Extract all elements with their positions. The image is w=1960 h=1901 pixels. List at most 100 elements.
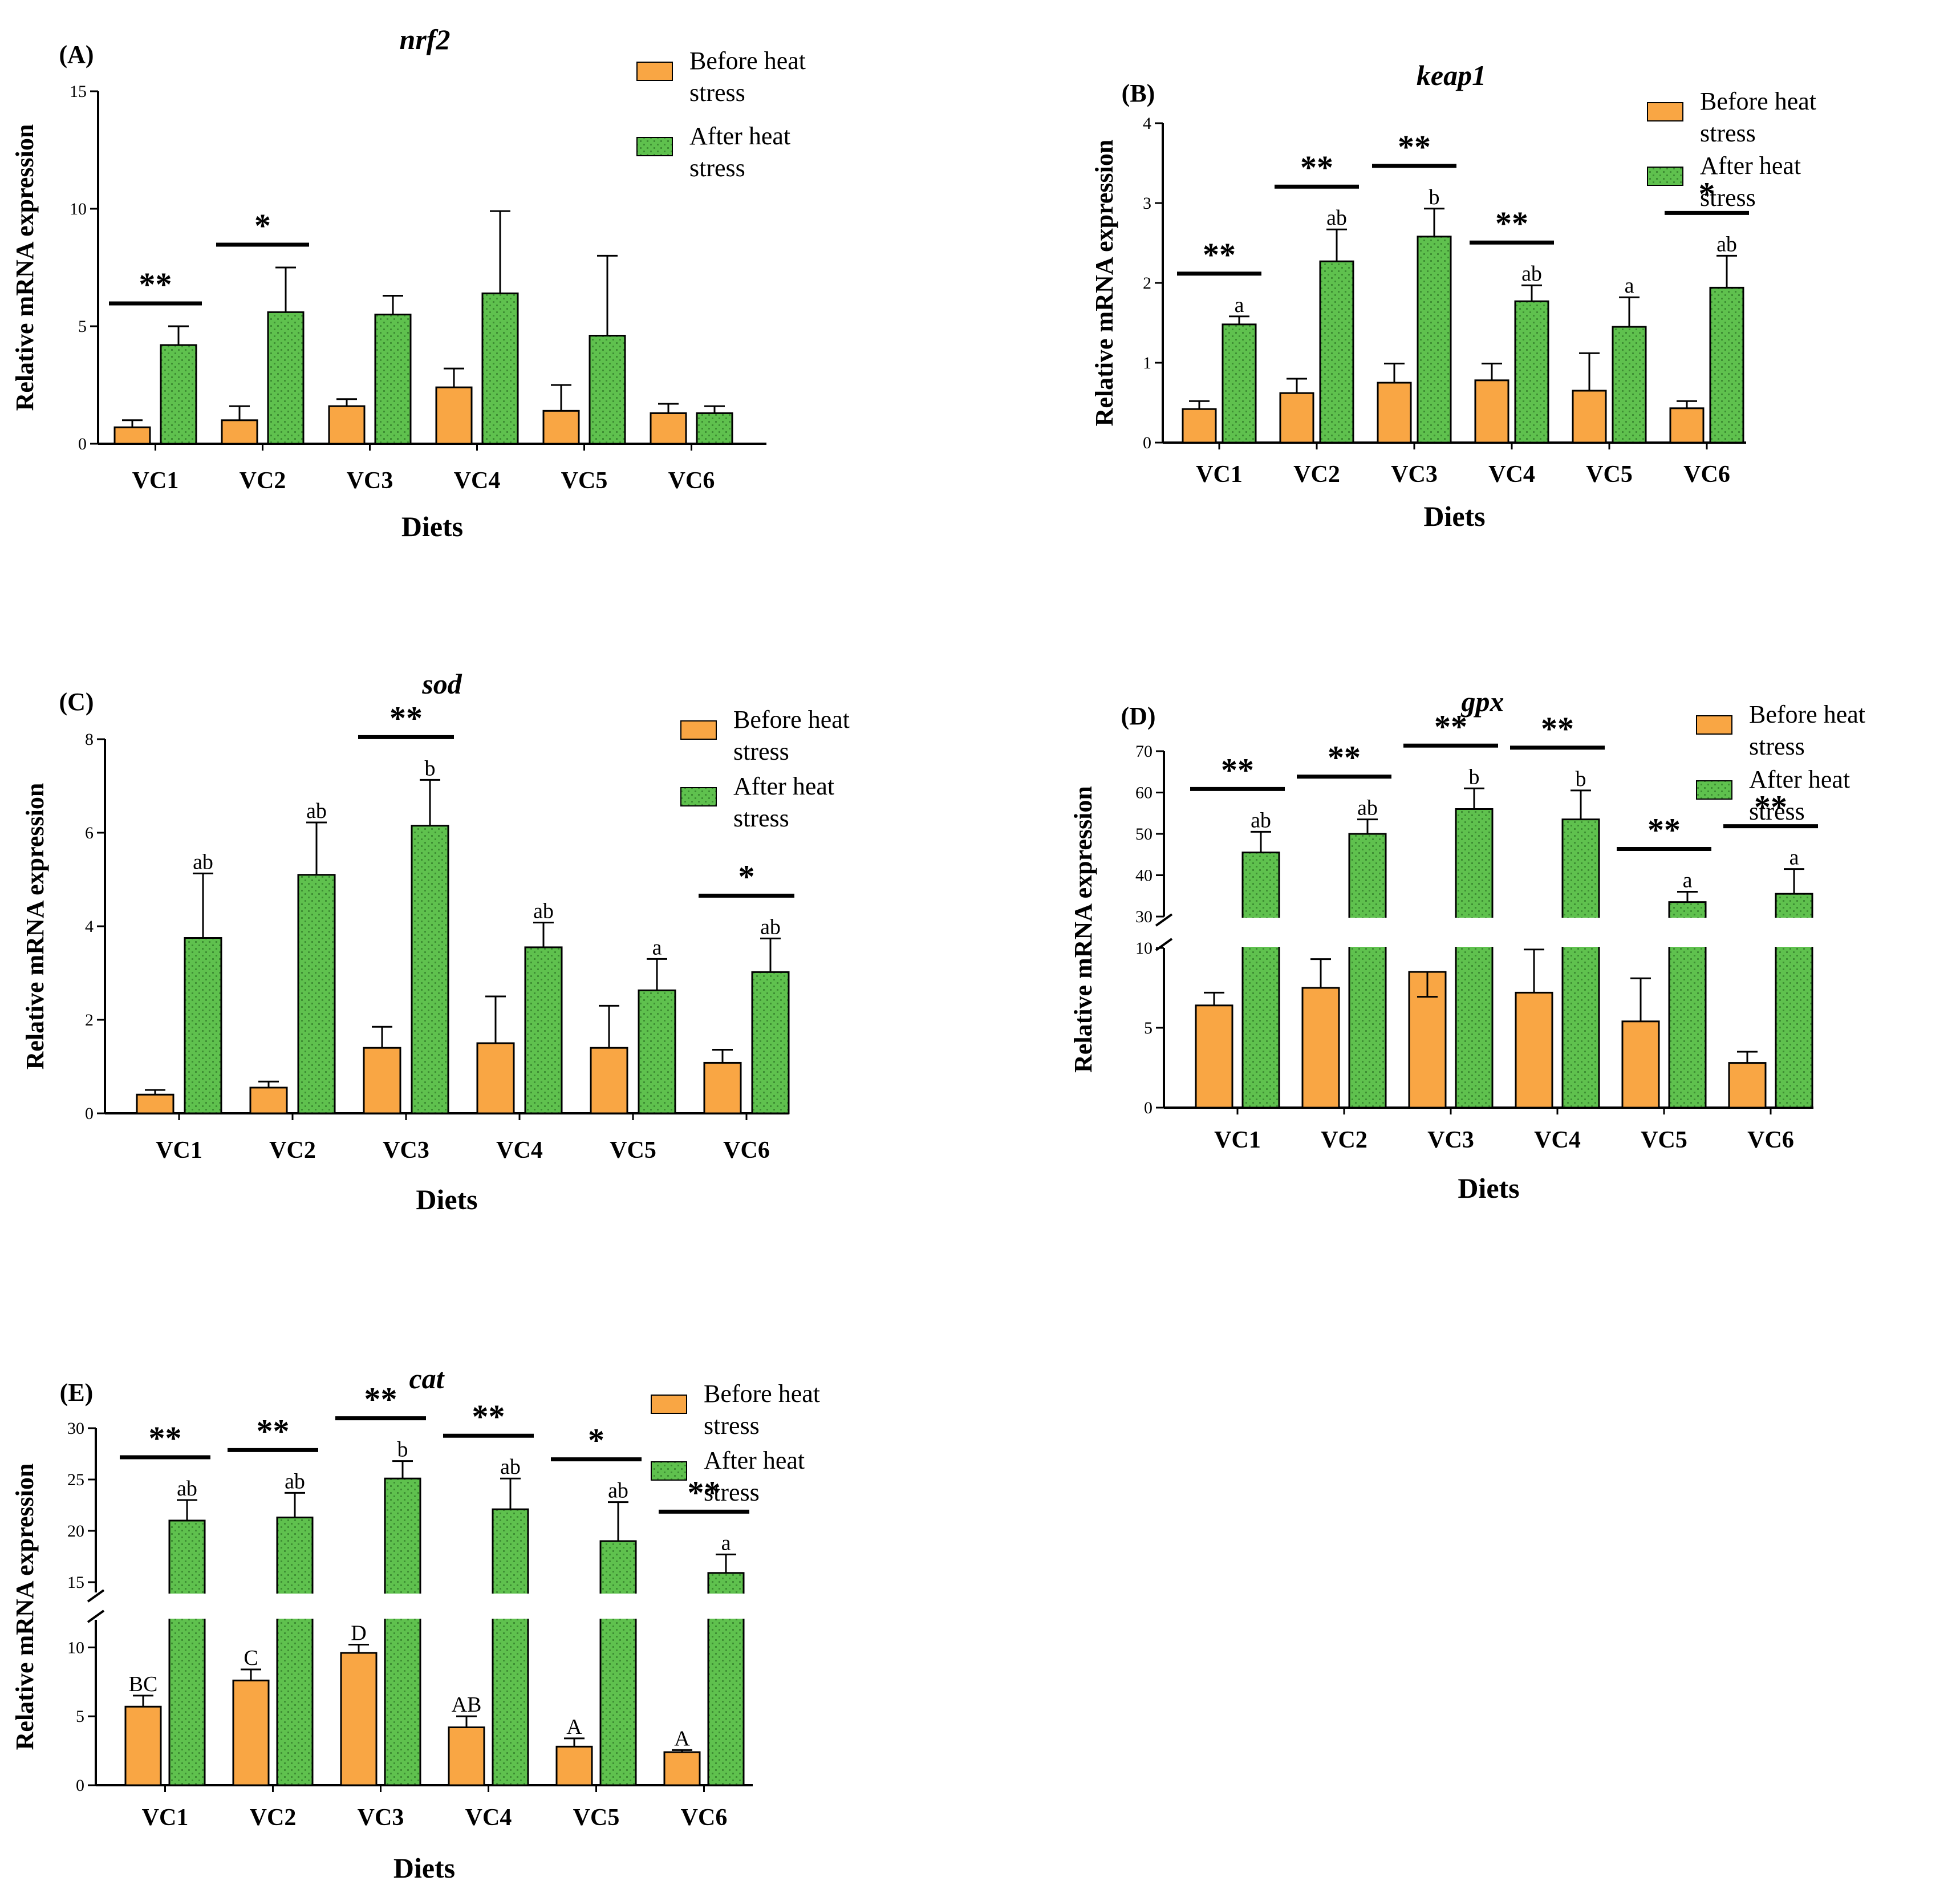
chart-c-legend-label-after: After heat stress (733, 772, 834, 832)
chart-e-sig-stars: * (588, 1422, 604, 1459)
chart-d-sig-stars: ** (1541, 710, 1574, 747)
chart-b-ytick-label: 1 (1143, 354, 1151, 372)
chart-e-bar-break-gap (167, 1594, 207, 1619)
chart-a-xtick-label-vc6: VC6 (668, 468, 715, 494)
chart-a-legend-label-before: Before heat stress (689, 47, 806, 107)
chart-d-xlabel: Diets (1458, 1172, 1519, 1204)
chart-a-ytick-label: 5 (78, 317, 87, 336)
chart-a-xtick-label-vc3: VC3 (347, 468, 393, 494)
chart-d-xtick-label-vc1: VC1 (1214, 1127, 1261, 1153)
chart-b-sig-letter-after: a (1625, 274, 1634, 298)
chart-b-bar-after-vc2 (1319, 260, 1354, 444)
chart-a-xlabel: Diets (401, 510, 463, 542)
chart-e-bar-after-vc4 (492, 1508, 529, 1786)
chart-e-bar-before-vc5 (555, 1745, 593, 1786)
chart-a-ytick-label: 0 (78, 435, 87, 453)
chart-c-bar-after-vc6 (751, 971, 790, 1114)
chart-d-ytick-label: 40 (1135, 866, 1153, 885)
chart-b-sig-letter-after: ab (1521, 262, 1542, 286)
chart-c-legend-label-before: Before heat stress (733, 706, 850, 765)
chart-e-sig-stars: ** (688, 1474, 721, 1511)
chart-d-ytick-label: 5 (1144, 1019, 1153, 1037)
chart-a-legend-swatch-before (636, 62, 673, 81)
chart-d-bar-before-vc6 (1728, 1062, 1767, 1109)
chart-b-bar-after-vc5 (1612, 326, 1647, 444)
chart-a-bar-after-vc1 (160, 344, 197, 445)
chart-c-sig-letter-after: b (425, 756, 436, 780)
chart-b-sig-stars: ** (1398, 128, 1431, 165)
chart-c-legend-swatch-after (680, 787, 717, 806)
chart-c-ytick-label: 0 (85, 1104, 94, 1123)
chart-b-sig-stars: ** (1495, 205, 1528, 242)
chart-d-bar-before-vc4 (1515, 991, 1553, 1109)
chart-e-bar-after-vc2 (276, 1517, 314, 1786)
chart-e-sig-letter-before: AB (452, 1693, 482, 1717)
chart-e-bar-break-gap (706, 1594, 746, 1619)
chart-b-ytick-label: 0 (1143, 433, 1151, 452)
chart-c-sig-letter-after: a (652, 935, 662, 959)
chart-a-xtick-label-vc4: VC4 (454, 468, 501, 494)
chart-b-bar-after-vc1 (1222, 323, 1257, 444)
chart-c-ytick-label: 4 (85, 917, 94, 936)
chart-c-xtick-label-vc4: VC4 (496, 1137, 543, 1164)
chart-e-ytick-label: 0 (76, 1776, 84, 1795)
chart-d-xtick-label-vc6: VC6 (1747, 1127, 1794, 1153)
chart-b-sig-stars: ** (1203, 236, 1236, 273)
chart-c-xtick-label-vc3: VC3 (383, 1137, 429, 1164)
chart-e-xtick-label-vc5: VC5 (573, 1805, 620, 1831)
chart-d-bar-break-gap (1240, 918, 1281, 947)
chart-c-bar-after-vc2 (297, 874, 336, 1114)
chart-d-xtick-label-vc5: VC5 (1641, 1127, 1687, 1153)
chart-b-ytick-label: 4 (1143, 114, 1151, 133)
chart-a-xtick-label-vc2: VC2 (240, 468, 286, 494)
chart-e-bar-before-vc3 (340, 1652, 378, 1786)
chart-c-bar-before-vc6 (703, 1061, 742, 1114)
chart-a-legend-swatch-after (636, 137, 673, 156)
chart-d-ytick-label: 0 (1144, 1099, 1153, 1117)
chart-e-bar-break-gap (490, 1594, 530, 1619)
chart-b-xtick-label-vc5: VC5 (1586, 461, 1633, 488)
chart-e-xtick-label-vc4: VC4 (465, 1805, 512, 1831)
chart-e-legend-label-after: After heat stress (704, 1446, 805, 1506)
chart-e-sig-stars: ** (364, 1381, 397, 1418)
chart-e-sig-stars: ** (257, 1412, 290, 1449)
chart-e-bar-break-gap (383, 1594, 423, 1619)
chart-c-sig-letter-after: ab (760, 915, 781, 939)
chart-e-sig-letter-after: ab (177, 1477, 197, 1501)
chart-d-sig-letter-after: a (1789, 846, 1799, 870)
chart-a-title: nrf2 (400, 23, 451, 55)
chart-a-xtick-label-vc5: VC5 (561, 468, 608, 494)
chart-e-title: cat (409, 1363, 445, 1395)
chart-e-sig-letter-after: b (397, 1438, 408, 1462)
chart-d-sig-letter-after: a (1683, 869, 1693, 893)
chart-b-xtick-label-vc2: VC2 (1293, 461, 1340, 488)
chart-e-xtick-label-vc6: VC6 (681, 1805, 728, 1831)
chart-e-legend-swatch-after (651, 1461, 687, 1481)
chart-c-xtick-label-vc1: VC1 (156, 1137, 202, 1164)
chart-d-legend-swatch-before (1696, 715, 1732, 735)
chart-d-bar-break-gap (1774, 918, 1815, 947)
chart-a-bar-after-vc3 (374, 313, 412, 445)
chart-c-bar-after-vc5 (638, 989, 676, 1114)
chart-b-bar-before-vc5 (1572, 390, 1607, 444)
chart-b-legend-label-before: Before heat stress (1700, 87, 1816, 147)
chart-b-sig-letter-after: b (1429, 185, 1440, 209)
chart-b-bar-before-vc6 (1669, 407, 1705, 444)
chart-e-bar-break-gap (275, 1594, 315, 1619)
chart-c-sig-letter-after: ab (533, 899, 554, 923)
chart-c-xtick-label-vc6: VC6 (723, 1137, 770, 1164)
chart-c-ytick-label: 6 (85, 824, 94, 842)
chart-c-ylabel: Relative mRNA expression (21, 783, 49, 1070)
chart-d-ytick-label: 10 (1135, 939, 1153, 958)
chart-c-bar-after-vc3 (411, 825, 449, 1114)
chart-e-bar-after-vc1 (168, 1519, 206, 1786)
chart-b-sig-letter-after: ab (1326, 206, 1347, 230)
chart-b-xtick-label-vc3: VC3 (1391, 461, 1438, 488)
chart-d-sig-stars: ** (1647, 812, 1681, 849)
chart-d-bar-before-vc1 (1195, 1004, 1233, 1109)
chart-d-sig-letter-after: ab (1251, 808, 1271, 832)
chart-b-bar-after-vc4 (1514, 300, 1549, 444)
chart-a-bar-after-vc2 (267, 311, 305, 445)
chart-d-xtick-label-vc3: VC3 (1427, 1127, 1474, 1153)
